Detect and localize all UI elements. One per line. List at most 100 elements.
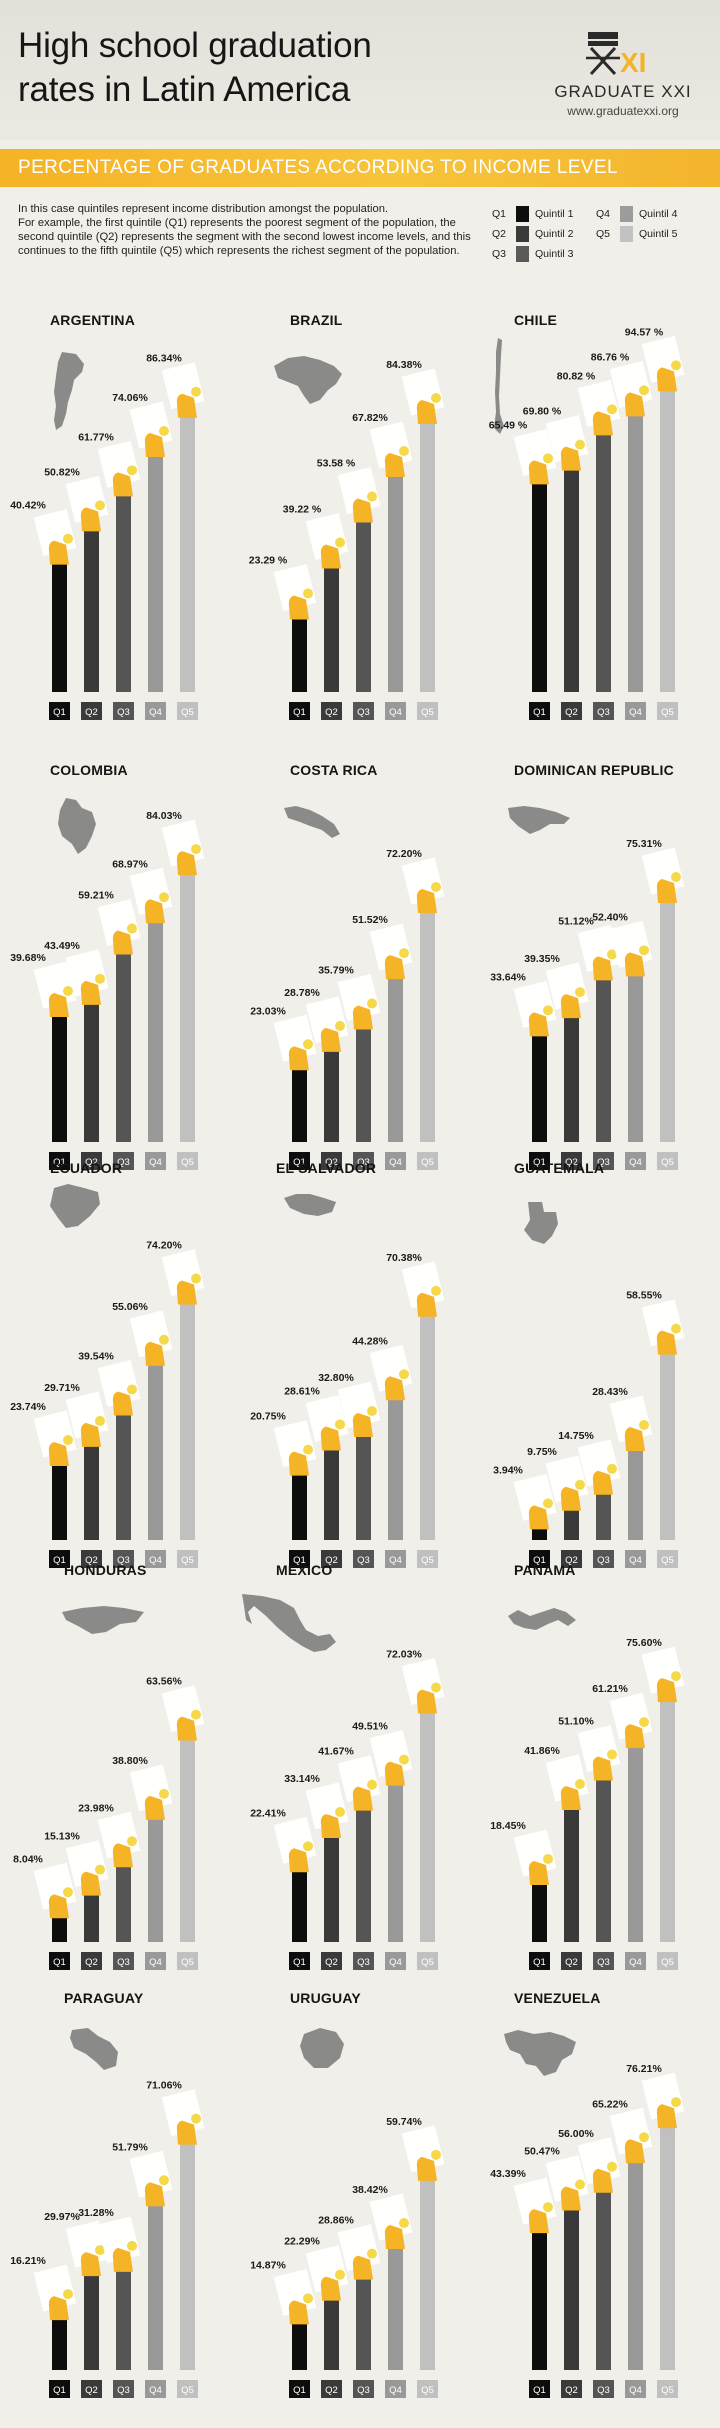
value-label: 41.67% [318, 1746, 354, 1758]
coin-icon [367, 1406, 377, 1417]
hand-icon [176, 1716, 197, 1741]
quintile-label: Q2 [85, 707, 98, 718]
value-label: 14.87% [250, 2259, 286, 2271]
coin-icon [95, 1864, 105, 1875]
bar-q2 [564, 1508, 579, 1540]
diploma-icon [401, 857, 445, 905]
costa-rica-map-icon [284, 806, 340, 838]
coin-icon [95, 2245, 105, 2256]
bar-group-q5: Q5 75.60% [626, 1637, 685, 1970]
quintile-label-box [625, 1952, 646, 1970]
quintile-label-box [561, 702, 582, 720]
quintile-label: Q3 [117, 2385, 130, 2396]
bar-q4 [148, 2204, 163, 2370]
quintile-label-box [321, 1550, 342, 1568]
bar-q4 [628, 1449, 643, 1540]
value-label: 39.68% [10, 952, 46, 964]
diploma-icon [305, 2245, 349, 2293]
value-label: 86.34% [146, 353, 182, 365]
quintile-label: Q2 [325, 2385, 338, 2396]
bar-q5 [420, 2178, 435, 2370]
value-label: 69.80 % [523, 406, 562, 418]
quintile-label-box [81, 1152, 102, 1170]
bar-q2 [84, 1002, 99, 1142]
quintile-label-box [353, 1152, 374, 1170]
quintile-label: Q5 [421, 1157, 434, 1168]
bar-q2 [324, 2298, 339, 2370]
diploma-icon [513, 1473, 557, 1521]
quintile-label: Q5 [661, 707, 674, 718]
bar-group-q3: Q3 41.67% [318, 1746, 381, 1970]
value-label: 28.78% [284, 987, 320, 999]
hand-icon [656, 367, 677, 392]
venezuela-map-icon [504, 2030, 576, 2076]
bar-q1 [52, 1916, 67, 1942]
coin-icon [543, 1498, 553, 1509]
bar-q5 [420, 1314, 435, 1540]
bar-group-q1: Q1 8.04% [13, 1853, 77, 1970]
diploma-icon [129, 1310, 173, 1358]
diploma-icon [641, 2072, 685, 2120]
quintile-label: Q3 [117, 1957, 130, 1968]
bar-q3 [116, 1865, 131, 1942]
bar-group-q4: Q4 68.97% [112, 858, 173, 1170]
coin-icon [159, 1334, 169, 1345]
hand-icon [560, 2186, 581, 2211]
country-panel-dominican-republic: DOMINICAN REPUBLIC Q1 33.64% Q2 39.35% Q3 51.… [480, 762, 712, 1202]
legend-swatch [620, 226, 633, 242]
diploma-icon [161, 1685, 205, 1733]
diploma-icon [129, 867, 173, 915]
coin-icon [607, 2161, 617, 2172]
value-label: 28.86% [318, 2215, 354, 2227]
value-label: 39.35% [524, 953, 560, 965]
hand-icon [560, 994, 581, 1019]
diploma-icon [33, 2264, 77, 2312]
value-label: 53.58 % [317, 458, 356, 470]
legend-label: Quintil 2 [535, 228, 574, 240]
value-label: 33.14% [284, 1773, 320, 1785]
diploma-icon [609, 920, 653, 968]
quintile-label-box [49, 1152, 70, 1170]
bar-group-q2: Q2 41.86% [524, 1745, 589, 1970]
quintile-label-box [593, 702, 614, 720]
hand-icon [592, 1756, 613, 1781]
coin-icon [399, 948, 409, 959]
quintile-label: Q5 [421, 707, 434, 718]
bar-chart: Q1 3.94% Q2 9.75% Q3 14.75% Q4 28.43% Q5 58.55% [493, 1290, 685, 1568]
quintile-label-box [113, 1952, 134, 1970]
value-label: 56.00% [558, 2128, 594, 2140]
hand-icon [624, 392, 645, 417]
value-label: 35.79% [318, 964, 354, 976]
bar-group-q4: Q4 65.22% [592, 2098, 653, 2398]
value-label: 32.80% [318, 1372, 354, 1384]
value-label: 23.29 % [249, 554, 288, 566]
quintile-label-box [321, 1152, 342, 1170]
hand-icon [80, 507, 101, 532]
quintile-label: Q3 [117, 707, 130, 718]
quintile-label: Q1 [53, 707, 66, 718]
hand-icon [48, 1442, 69, 1467]
intro-paragraph-2: For example, the first quintile (Q1) rep… [18, 217, 471, 257]
bar-chart: Q1 18.45% Q2 41.86% Q3 51.10% Q4 61.21% Q5 75.60% [490, 1637, 685, 1970]
diploma-icon [161, 362, 205, 410]
quintile-label-box [657, 702, 678, 720]
hand-icon [624, 952, 645, 977]
legend-swatch [516, 246, 529, 262]
value-label: 72.20% [386, 848, 422, 860]
quintile-label-box [417, 1952, 438, 1970]
diploma-icon [609, 1395, 653, 1443]
hand-icon [176, 1280, 197, 1305]
bar-group-q5: Q5 59.74% [386, 2116, 445, 2398]
country-panel-chile: CHILE Q1 65.49 % Q2 69.80 % Q3 80.82 % Q4 86.76… [480, 312, 712, 752]
bar-group-q5: Q5 94.57 % [625, 326, 685, 720]
hand-icon [112, 1843, 133, 1868]
value-label: 8.04% [13, 1853, 43, 1865]
value-label: 29.71% [44, 1382, 80, 1394]
quintile-label-box [417, 702, 438, 720]
value-label: 80.82 % [557, 370, 596, 382]
coin-icon [671, 1671, 681, 1682]
coin-icon [63, 986, 73, 997]
quintile-label-box [353, 702, 374, 720]
legend-label: Quintil 3 [535, 248, 574, 260]
bar-group-q2: Q2 50.82% [44, 466, 109, 720]
